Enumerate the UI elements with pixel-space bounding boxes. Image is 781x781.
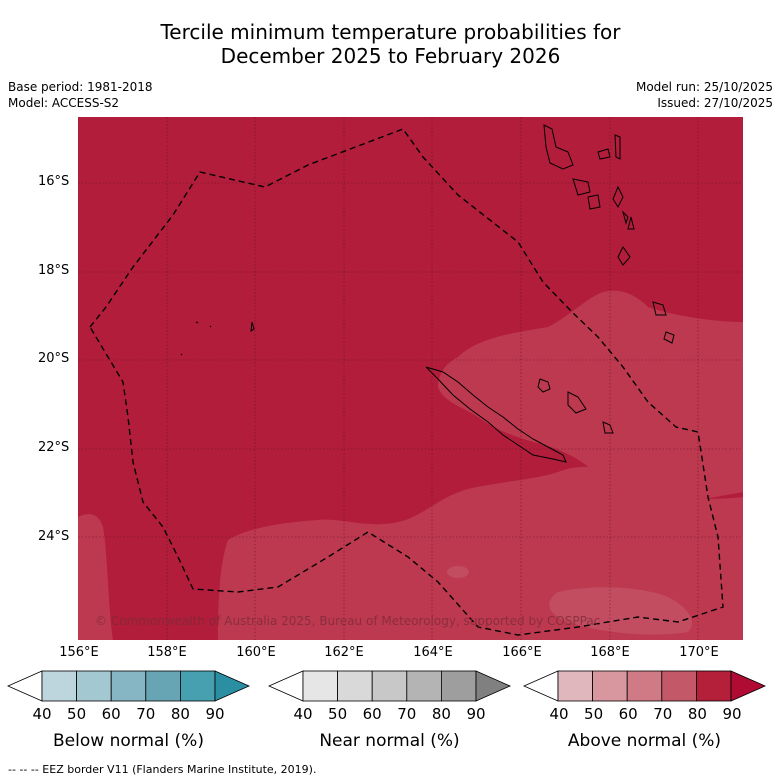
- legend-title-near: Near normal (%): [319, 731, 460, 751]
- graticule: [78, 117, 743, 640]
- near-segment-5: [440, 670, 477, 702]
- lat-label-18: 18°S: [38, 263, 70, 278]
- loyalty-islands: [537, 378, 614, 434]
- lon-label-162: 162°E: [324, 645, 364, 660]
- above-tick-40: 40: [549, 705, 569, 723]
- eez-footnote: -- -- -- EEZ border V11 (Flanders Marine…: [8, 763, 317, 776]
- above-segment-1: [557, 670, 593, 702]
- lat-label-22: 22°S: [38, 440, 70, 455]
- below-segment-1: [41, 670, 77, 702]
- near-tick-40: 40: [293, 705, 313, 723]
- lat-label-24: 24°S: [38, 529, 70, 544]
- model-run: Model run: 25/10/2025: [635, 80, 773, 94]
- above-segment-4: [661, 670, 697, 702]
- title-line-1: Tercile minimum temperature probabilitie…: [160, 20, 621, 44]
- colorbar-strip: [7, 670, 766, 702]
- lon-label-164: 164°E: [413, 645, 453, 660]
- legend-title-below: Below normal (%): [53, 731, 204, 751]
- small-islands-west: [180, 321, 255, 356]
- meta-left: Base period: 1981-2018 Model: ACCESS-S2: [8, 79, 153, 111]
- below-tick-40: 40: [32, 705, 52, 723]
- near-segment-4: [406, 670, 442, 702]
- below-tick-60: 60: [101, 705, 121, 723]
- probability-patch-small: [447, 566, 469, 578]
- map-canvas: [78, 117, 743, 640]
- near-tick-50: 50: [328, 705, 348, 723]
- colorbar-above: [523, 670, 766, 702]
- copyright-notice: © Commonwealth of Australia 2025, Bureau…: [95, 614, 601, 628]
- model-name: Model: ACCESS-S2: [8, 96, 120, 110]
- below-tick-90: 90: [205, 705, 225, 723]
- above-segment-3: [626, 670, 663, 702]
- lat-label-20: 20°S: [38, 351, 70, 366]
- above-segment-5: [696, 670, 732, 702]
- below-extend-low: [7, 670, 43, 702]
- lat-label-16: 16°S: [38, 174, 70, 189]
- below-segment-2: [76, 670, 112, 702]
- below-segment-3: [110, 670, 147, 702]
- near-tick-90: 90: [466, 705, 486, 723]
- above-tick-80: 80: [687, 705, 707, 723]
- above-tick-70: 70: [653, 705, 673, 723]
- near-tick-70: 70: [397, 705, 417, 723]
- below-tick-70: 70: [136, 705, 156, 723]
- legend-title-above: Above normal (%): [567, 731, 722, 751]
- below-tick-80: 80: [170, 705, 190, 723]
- lon-label-170: 170°E: [679, 645, 719, 660]
- above-segment-2: [592, 670, 628, 702]
- near-extend-high: [475, 670, 511, 702]
- base-period: Base period: 1981-2018: [8, 80, 153, 94]
- near-extend-low: [268, 670, 304, 702]
- below-tick-50: 50: [67, 705, 87, 723]
- meta-right: Model run: 25/10/2025 Issued: 27/10/2025: [636, 79, 773, 111]
- probability-region-southwest: [78, 514, 113, 640]
- lon-label-160: 160°E: [236, 645, 276, 660]
- above-extend-high: [730, 670, 766, 702]
- colorbar-below: [7, 670, 250, 702]
- above-tick-90: 90: [722, 705, 742, 723]
- near-segment-1: [302, 670, 338, 702]
- lon-label-168: 168°E: [590, 645, 630, 660]
- colorbar-near: [268, 670, 511, 702]
- probability-map: [78, 117, 743, 640]
- lon-label-156: 156°E: [59, 645, 99, 660]
- near-tick-80: 80: [431, 705, 451, 723]
- map-title: Tercile minimum temperature probabilitie…: [0, 20, 781, 68]
- new-caledonia-coast: [425, 366, 567, 463]
- below-segment-4: [145, 670, 181, 702]
- lon-label-158: 158°E: [147, 645, 187, 660]
- lon-label-166: 166°E: [502, 645, 542, 660]
- title-line-2: December 2025 to February 2026: [220, 44, 561, 68]
- below-segment-5: [179, 670, 216, 702]
- above-tick-60: 60: [618, 705, 638, 723]
- near-segment-2: [337, 670, 373, 702]
- below-extend-high: [214, 670, 250, 702]
- above-extend-low: [523, 670, 559, 702]
- vanuatu-islands: [543, 124, 675, 344]
- near-tick-60: 60: [362, 705, 382, 723]
- above-tick-50: 50: [584, 705, 604, 723]
- probability-region-east: [438, 290, 743, 512]
- near-segment-3: [371, 670, 408, 702]
- issued-date: Issued: 27/10/2025: [657, 96, 773, 110]
- probability-patch-light: [549, 587, 692, 635]
- eez-border: [89, 128, 724, 636]
